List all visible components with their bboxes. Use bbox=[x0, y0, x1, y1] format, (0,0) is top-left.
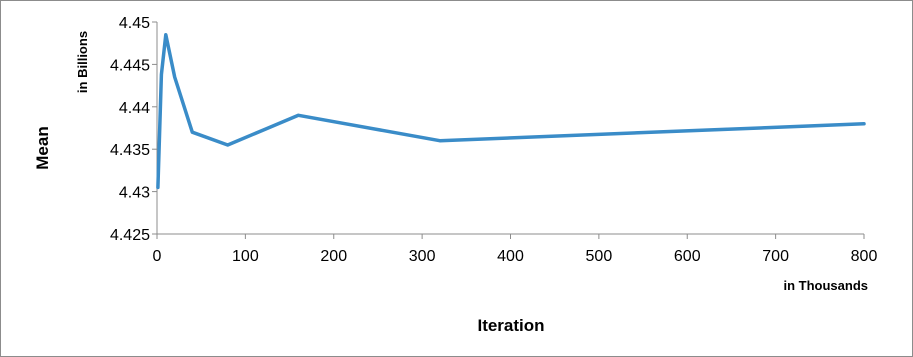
x-tick-label: 700 bbox=[762, 248, 789, 265]
x-unit-label: in Thousands bbox=[784, 278, 869, 293]
y-tick-label: 4.45 bbox=[119, 15, 150, 32]
series-layer bbox=[156, 32, 866, 190]
x-tick-label: 300 bbox=[409, 248, 436, 265]
x-tick-label: 100 bbox=[232, 248, 259, 265]
x-tick-label: 600 bbox=[674, 248, 701, 265]
x-tick-label: 500 bbox=[586, 248, 613, 265]
x-tick-label: 200 bbox=[320, 248, 347, 265]
x-axis-title: Iteration bbox=[477, 316, 544, 335]
x-ticks: 0 100 200 300 400 500 600 700 800 bbox=[153, 234, 878, 265]
series-line bbox=[156, 32, 866, 190]
y-unit-label: in Billions bbox=[75, 31, 90, 93]
y-tick-label: 4.435 bbox=[110, 142, 150, 159]
y-ticks: 4.425 4.43 4.435 4.44 4.445 4.45 bbox=[110, 15, 157, 244]
y-tick-label: 4.445 bbox=[110, 57, 150, 74]
y-tick-label: 4.43 bbox=[119, 185, 150, 202]
x-tick-label: 400 bbox=[497, 248, 524, 265]
y-tick-label: 4.44 bbox=[119, 100, 150, 117]
y-axis-title: Mean bbox=[33, 126, 52, 169]
x-tick-label: 0 bbox=[153, 248, 162, 265]
x-tick-label: 800 bbox=[851, 248, 878, 265]
y-tick-label: 4.425 bbox=[110, 227, 150, 244]
